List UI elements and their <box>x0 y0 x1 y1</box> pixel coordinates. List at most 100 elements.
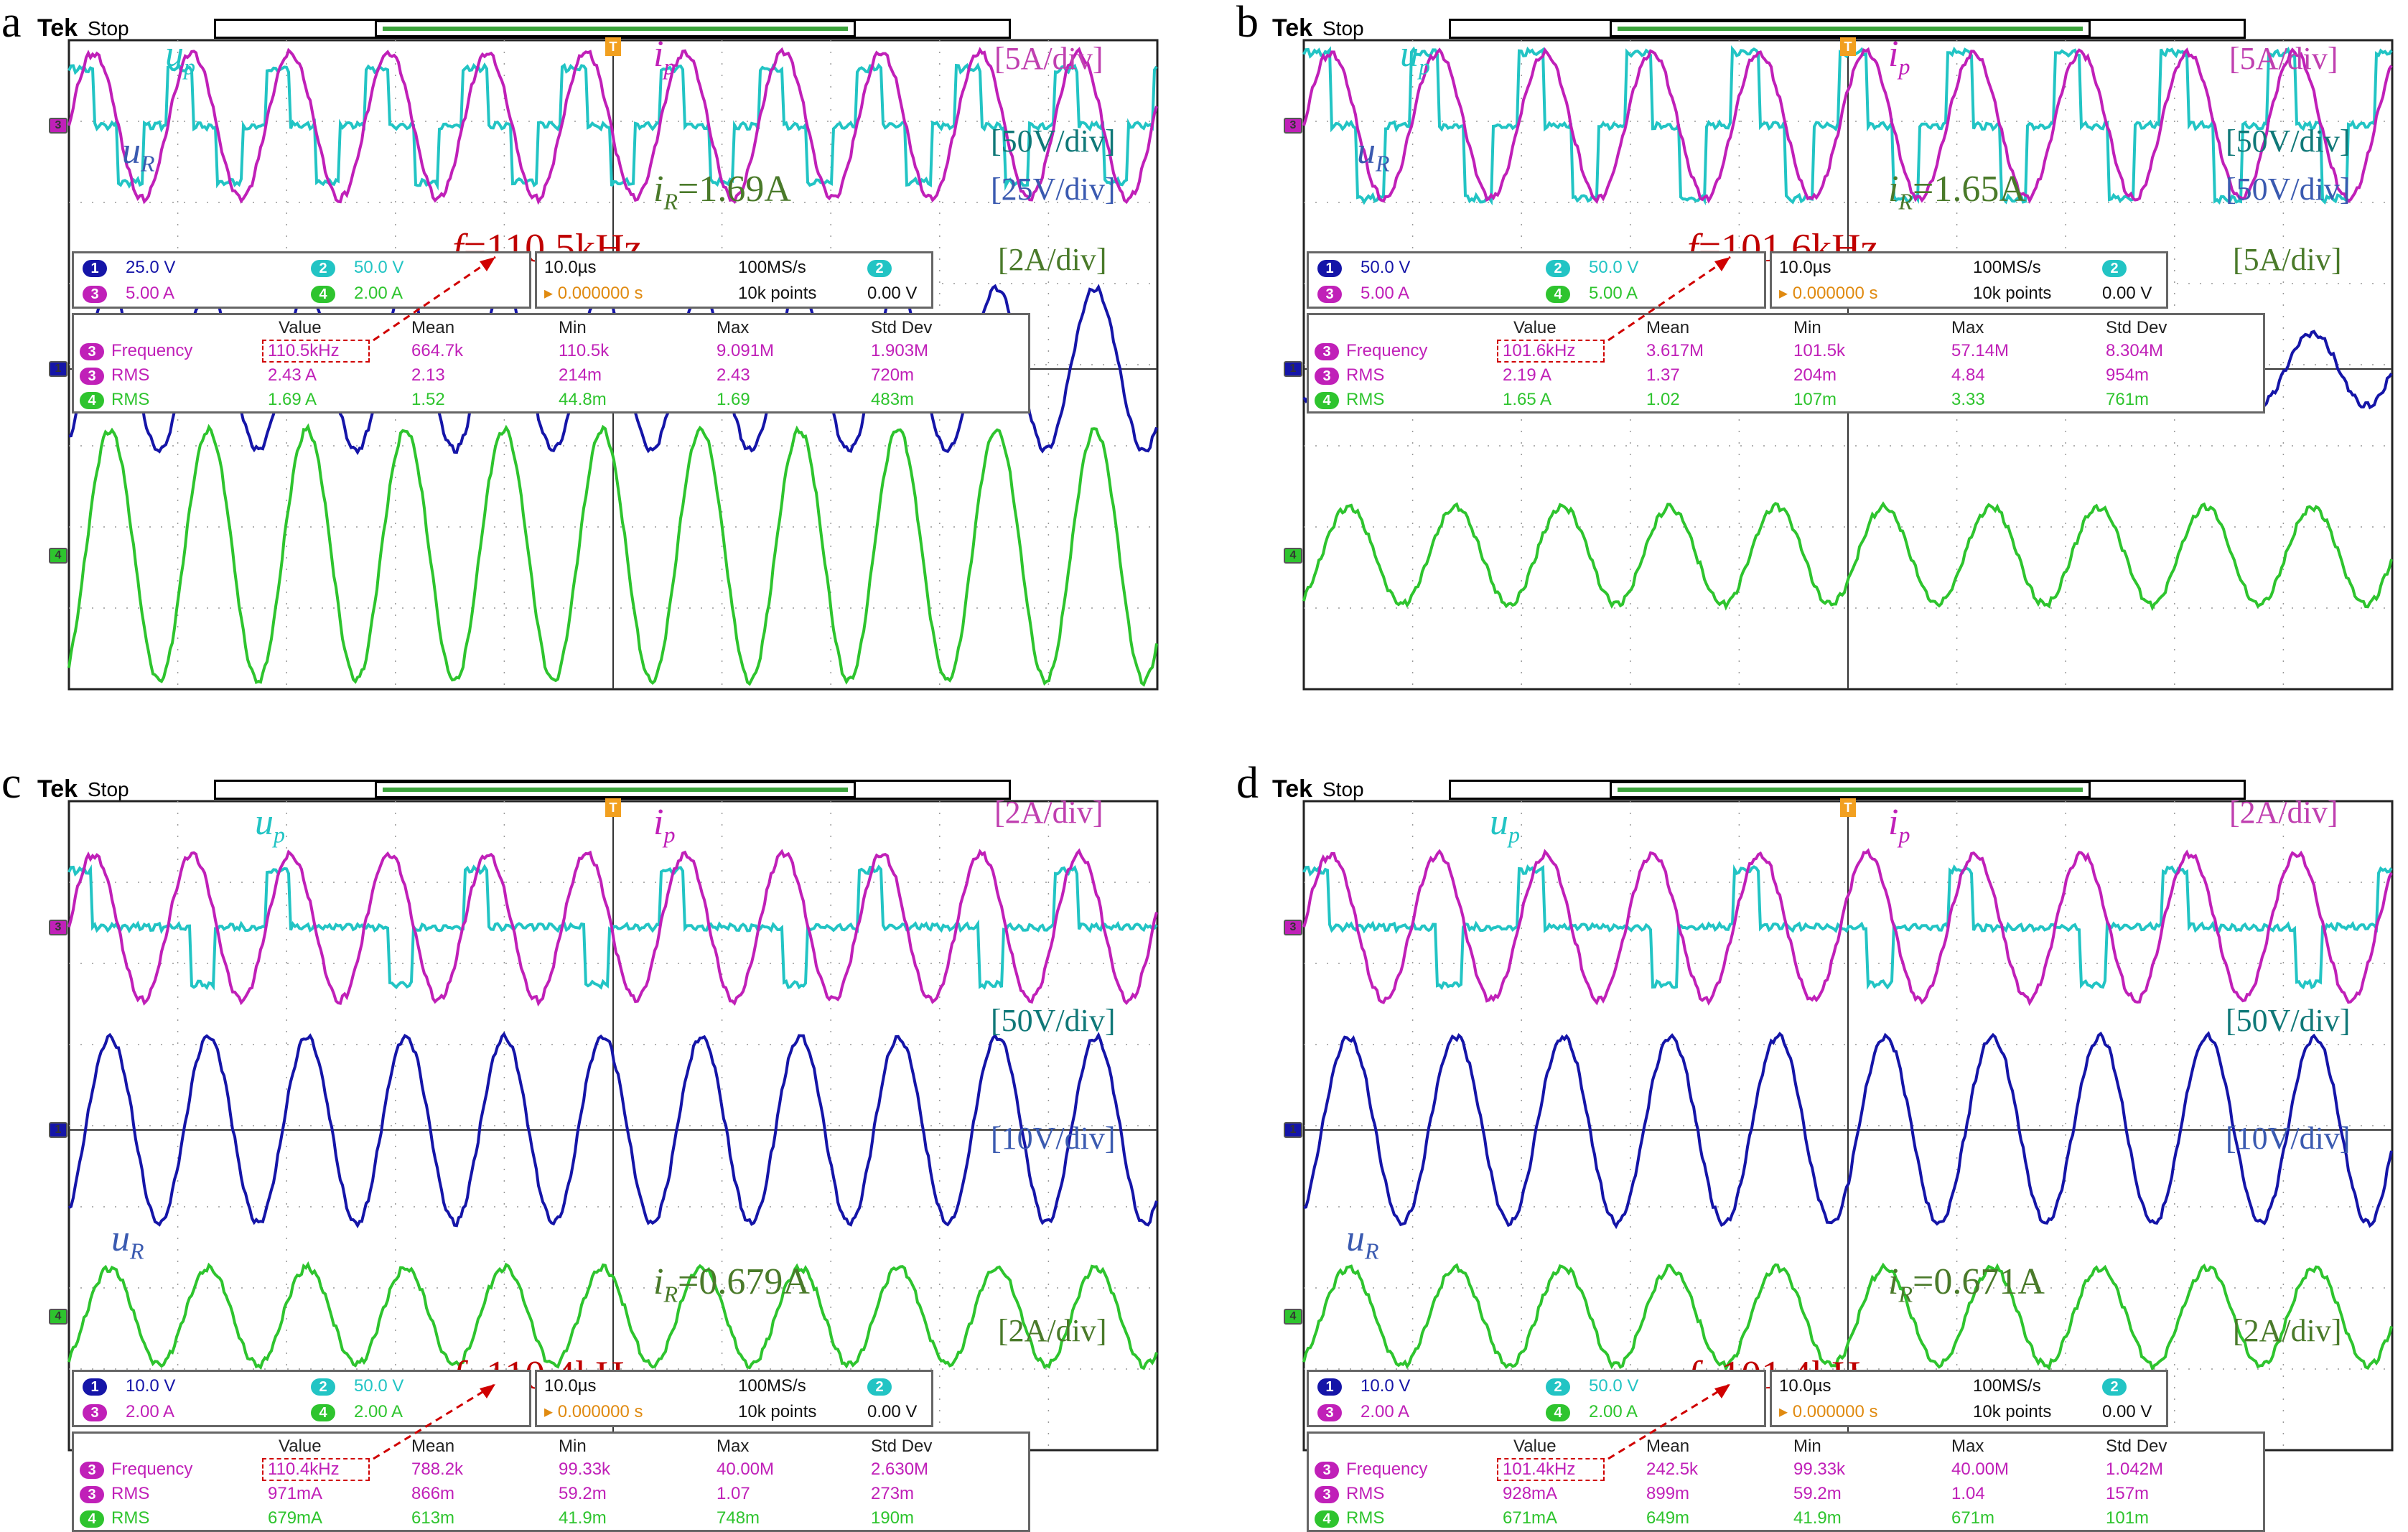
measurement-min: 41.9m <box>1793 1508 1842 1528</box>
table-header-std: Std Dev <box>871 1437 933 1456</box>
scope-graticule <box>67 800 1159 1452</box>
channel-scale-4: 4 2.00 A <box>1546 1403 1638 1421</box>
channel-marker-3: 3 <box>49 118 67 134</box>
trigger-level: 0.00 V <box>867 284 918 303</box>
channel-scale-4: 4 5.00 A <box>1546 285 1638 303</box>
scale-label-ch3: [5A/div] <box>994 41 1103 76</box>
measurement-max: 1.69 <box>717 390 750 409</box>
waveform-ch3 <box>67 848 1158 1007</box>
measurement-min: 59.2m <box>1793 1484 1842 1503</box>
channel-badge-3: 3 <box>1315 1461 1339 1479</box>
channel-badge-2: 2 <box>2102 259 2127 277</box>
measurement-value: 679mA <box>268 1508 323 1528</box>
channel-scale-value: 2.00 A <box>1589 1402 1638 1421</box>
frequency-highlight-box <box>1497 1458 1605 1481</box>
scale-label-ch4: [2A/div] <box>998 1313 1107 1348</box>
channel-scale-3: 3 2.00 A <box>83 1403 174 1421</box>
trigger-source-badge: 2 <box>867 259 892 277</box>
measurement-row-label: 3 Frequency <box>80 342 192 360</box>
scale-label-ch3: [2A/div] <box>2229 795 2338 830</box>
channel-scale-2: 2 50.0 V <box>1546 259 1638 277</box>
waveform-ch4 <box>1302 501 2393 612</box>
waveform-ch3 <box>67 47 1158 205</box>
channel-badge-1: 1 <box>83 1378 107 1396</box>
trigger-delay: ▸ 0.000000 s <box>1779 284 1878 303</box>
measurement-mean: 2.13 <box>411 365 445 385</box>
timebase-scale: 10.0µs <box>544 258 597 277</box>
measurement-min: 44.8m <box>559 390 607 409</box>
channel-marker-4: 4 <box>49 1308 67 1325</box>
measurement-name: RMS <box>1346 390 1385 409</box>
channel-badge-3: 3 <box>1317 1403 1342 1421</box>
measurement-name: RMS <box>1346 1508 1385 1528</box>
channel-badge-3: 3 <box>1317 285 1342 303</box>
measurement-value: 971mA <box>268 1484 323 1503</box>
measurement-max: 671m <box>1951 1508 1995 1528</box>
trigger-source-badge: 2 <box>2102 259 2127 277</box>
measurement-max: 2.43 <box>717 365 750 385</box>
channel-scale-value: 50.0 V <box>354 1376 404 1396</box>
trigger-level: 0.00 V <box>867 1402 918 1421</box>
timebase-box: 10.0µs ▸ 0.000000 s 100MS/s 10k points 0.00 … <box>1770 1370 2168 1427</box>
measurement-max: 4.84 <box>1951 365 1985 385</box>
measurement-value: 1.69 A <box>268 390 317 409</box>
measurement-value: 2.19 A <box>1503 365 1552 385</box>
record-points: 10k points <box>738 1402 817 1421</box>
channel-badge-3: 3 <box>83 1403 107 1421</box>
measurement-max: 1.04 <box>1951 1484 1985 1503</box>
channel-badge-3: 3 <box>1315 1485 1339 1503</box>
channel-scale-value: 2.00 A <box>126 1402 175 1421</box>
channel-badge-1: 1 <box>1317 1378 1342 1396</box>
table-header-mean: Mean <box>1646 318 1690 337</box>
channel-scale-3: 3 5.00 A <box>1317 285 1409 303</box>
table-header-max: Max <box>717 318 750 337</box>
measurement-name: RMS <box>1346 1484 1385 1503</box>
channel-marker-1: 1 <box>1284 361 1302 377</box>
channel-badge-1: 1 <box>1317 259 1342 277</box>
label-ur: uR <box>1346 1218 1379 1264</box>
timebase-box: 10.0µs ▸ 0.000000 s 100MS/s 10k points 0.00 … <box>535 251 933 309</box>
channel-settings-box: 1 50.0 V 3 5.00 A 2 50.0 V 4 5.00 A <box>1307 251 1766 309</box>
acquisition-status: Stop <box>88 17 129 39</box>
table-header-value: Value <box>279 1437 322 1456</box>
label-ir: iR=0.671A <box>1888 1261 2045 1307</box>
measurement-mean: 1.52 <box>411 390 445 409</box>
channel-badge-3: 3 <box>80 342 104 360</box>
channel-settings-box: 1 10.0 V 3 2.00 A 2 50.0 V 4 2.00 A <box>1307 1370 1766 1427</box>
tek-logo: Tek <box>1272 775 1313 803</box>
scope-panel-a: a Tek Stop [5A/div] [50V/div] [25V/div] … <box>0 0 1159 718</box>
measurement-mean: 649m <box>1646 1508 1690 1528</box>
table-header-mean: Mean <box>411 318 455 337</box>
channel-badge-2: 2 <box>311 1378 335 1396</box>
measurement-max: 57.14M <box>1951 341 2010 360</box>
channel-marker-3: 3 <box>1284 118 1302 134</box>
acquisition-status: Stop <box>1322 778 1364 800</box>
measurement-row-label: 4 RMS <box>80 391 149 409</box>
label-up: up <box>1400 34 1430 80</box>
channel-scale-2: 2 50.0 V <box>311 1378 403 1396</box>
trigger-position-marker: T <box>605 37 621 56</box>
trigger-position-marker: T <box>605 798 621 817</box>
measurement-mean: 899m <box>1646 1484 1690 1503</box>
channel-badge-3: 3 <box>1315 367 1339 385</box>
measurement-name: RMS <box>1346 365 1385 385</box>
tek-logo: Tek <box>37 775 78 803</box>
measurement-table: Value Mean Min Max Std Dev 3 Frequency 110.4kHz… <box>72 1431 1030 1532</box>
trigger-delay: ▸ 0.000000 s <box>544 1402 643 1421</box>
trigger-delay: ▸ 0.000000 s <box>544 284 643 303</box>
channel-badge-4: 4 <box>311 285 335 303</box>
waveform-ch2 <box>67 62 1158 191</box>
scale-label-ch1: [50V/div] <box>2226 172 2351 207</box>
label-ir: iR=1.65A <box>1888 169 2026 215</box>
scope-panel-b: b Tek Stop [5A/div] [50V/div] [50V/div] … <box>1235 0 2394 718</box>
measurement-name: RMS <box>111 365 150 385</box>
channel-badge-2: 2 <box>311 259 335 277</box>
measurement-std: 954m <box>2106 365 2150 385</box>
measurement-min: 204m <box>1793 365 1837 385</box>
waveform-ch3 <box>1302 848 2393 1006</box>
channel-badge-4: 4 <box>1546 1403 1570 1421</box>
label-up: up <box>165 34 195 80</box>
timebase-box: 10.0µs ▸ 0.000000 s 100MS/s 10k points 0.00 … <box>1770 251 2168 309</box>
table-header-std: Std Dev <box>2106 318 2167 337</box>
waveform-ch3 <box>1302 47 2393 205</box>
